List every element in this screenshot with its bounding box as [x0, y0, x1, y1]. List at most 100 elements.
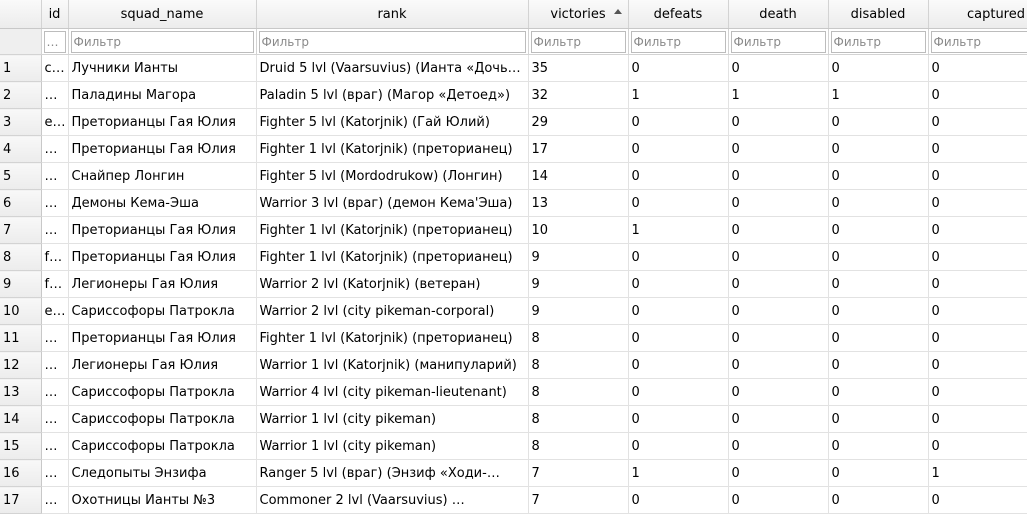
- cell-victories[interactable]: 35: [528, 54, 629, 82]
- cell-disabled[interactable]: 1: [828, 81, 929, 109]
- cell-id[interactable]: …: [41, 486, 69, 514]
- cell-death[interactable]: 1: [728, 81, 829, 109]
- cell-id[interactable]: …: [41, 351, 69, 379]
- cell-victories[interactable]: 8: [528, 351, 629, 379]
- filter-cell-captured[interactable]: Фильтр: [928, 28, 1027, 55]
- table-row[interactable]: 11… Преторианцы Гая Юлия Fighter 1 lvl (Ka…: [0, 324, 1027, 352]
- cell-victories[interactable]: 8: [528, 405, 629, 433]
- cell-defeats[interactable]: 1: [628, 459, 729, 487]
- cell-captured[interactable]: 0: [928, 216, 1027, 244]
- cell-rank[interactable]: Warrior 2 lvl (Katorjnik) (ветеран): [256, 270, 529, 298]
- cell-squad-name[interactable]: Преторианцы Гая Юлия: [68, 324, 257, 352]
- cell-disabled[interactable]: 0: [828, 243, 929, 271]
- cell-victories[interactable]: 8: [528, 432, 629, 460]
- row-number[interactable]: 6: [0, 189, 42, 217]
- cell-death[interactable]: 0: [728, 189, 829, 217]
- cell-defeats[interactable]: 0: [628, 297, 729, 325]
- cell-victories[interactable]: 17: [528, 135, 629, 163]
- cell-squad-name[interactable]: Сариссофоры Патрокла: [68, 297, 257, 325]
- cell-id[interactable]: e…: [41, 108, 69, 136]
- cell-id[interactable]: e…: [41, 297, 69, 325]
- table-row[interactable]: 1 c… Лучники Ианты Druid 5 lvl (Vaarsuvius)…: [0, 54, 1027, 82]
- cell-captured[interactable]: 0: [928, 243, 1027, 271]
- row-number[interactable]: 7: [0, 216, 42, 244]
- cell-squad-name[interactable]: Преторианцы Гая Юлия: [68, 216, 257, 244]
- row-number[interactable]: 8: [0, 243, 42, 271]
- table-row[interactable]: 10 e… Сариссофоры Патрокла Warrior 2 lvl (c…: [0, 297, 1027, 325]
- cell-id[interactable]: …: [41, 459, 69, 487]
- cell-disabled[interactable]: 0: [828, 162, 929, 190]
- cell-id[interactable]: …: [41, 432, 69, 460]
- cell-rank[interactable]: Warrior 3 lvl (враг) (демон Кема'Эша): [256, 189, 529, 217]
- cell-defeats[interactable]: 0: [628, 162, 729, 190]
- cell-disabled[interactable]: 0: [828, 135, 929, 163]
- cell-defeats[interactable]: 0: [628, 108, 729, 136]
- cell-rank[interactable]: Warrior 4 lvl (city pikeman-lieutenant): [256, 378, 529, 406]
- cell-squad-name[interactable]: Паладины Магора: [68, 81, 257, 109]
- row-number[interactable]: 3: [0, 108, 42, 136]
- cell-squad-name[interactable]: Легионеры Гая Юлия: [68, 351, 257, 379]
- cell-squad-name[interactable]: Следопыты Энзифа: [68, 459, 257, 487]
- cell-id[interactable]: f…: [41, 270, 69, 298]
- cell-victories[interactable]: 13: [528, 189, 629, 217]
- cell-defeats[interactable]: 1: [628, 216, 729, 244]
- cell-death[interactable]: 0: [728, 270, 829, 298]
- filter-cell-disabled[interactable]: Фильтр: [828, 28, 929, 55]
- table-row[interactable]: 16… Следопыты Энзифа Ranger 5 lvl (враг) (…: [0, 459, 1027, 487]
- cell-disabled[interactable]: 0: [828, 378, 929, 406]
- filter-input-captured[interactable]: Фильтр: [930, 30, 1027, 53]
- cell-disabled[interactable]: 0: [828, 297, 929, 325]
- cell-disabled[interactable]: 0: [828, 351, 929, 379]
- cell-victories[interactable]: 9: [528, 297, 629, 325]
- cell-death[interactable]: 0: [728, 351, 829, 379]
- filter-input-squad-name[interactable]: Фильтр: [70, 30, 254, 53]
- cell-captured[interactable]: 0: [928, 351, 1027, 379]
- cell-defeats[interactable]: 1: [628, 81, 729, 109]
- cell-captured[interactable]: 0: [928, 270, 1027, 298]
- table-row[interactable]: 6… Демоны Кема-Эша Warrior 3 lvl (враг) (д…: [0, 189, 1027, 217]
- cell-victories[interactable]: 14: [528, 162, 629, 190]
- cell-rank[interactable]: Fighter 5 lvl (Mordodrukow) (Лонгин): [256, 162, 529, 190]
- cell-defeats[interactable]: 0: [628, 378, 729, 406]
- row-number[interactable]: 16: [0, 459, 42, 487]
- cell-captured[interactable]: 0: [928, 378, 1027, 406]
- cell-id[interactable]: …: [41, 405, 69, 433]
- table-row[interactable]: 12… Легионеры Гая Юлия Warrior 1 lvl (Kato…: [0, 351, 1027, 379]
- cell-captured[interactable]: 0: [928, 297, 1027, 325]
- column-header-squad-name[interactable]: squad_name: [68, 0, 257, 29]
- cell-captured[interactable]: 0: [928, 432, 1027, 460]
- cell-squad-name[interactable]: Сариссофоры Патрокла: [68, 378, 257, 406]
- cell-id[interactable]: …: [41, 162, 69, 190]
- cell-death[interactable]: 0: [728, 243, 829, 271]
- row-number[interactable]: 15: [0, 432, 42, 460]
- column-header-rank[interactable]: rank: [256, 0, 529, 29]
- filter-cell-id[interactable]: …: [41, 28, 69, 55]
- cell-squad-name[interactable]: Лучники Ианты: [68, 54, 257, 82]
- cell-rank[interactable]: Fighter 1 lvl (Katorjnik) (преторианец): [256, 243, 529, 271]
- cell-disabled[interactable]: 0: [828, 108, 929, 136]
- cell-disabled[interactable]: 0: [828, 324, 929, 352]
- cell-squad-name[interactable]: Снайпер Лонгин: [68, 162, 257, 190]
- table-row[interactable]: 15… Сариссофоры Патрокла Warrior 1 lvl (ci…: [0, 432, 1027, 460]
- cell-squad-name[interactable]: Сариссофоры Патрокла: [68, 432, 257, 460]
- cell-defeats[interactable]: 0: [628, 486, 729, 514]
- cell-victories[interactable]: 9: [528, 243, 629, 271]
- cell-id[interactable]: …: [41, 378, 69, 406]
- cell-captured[interactable]: 0: [928, 108, 1027, 136]
- cell-rank[interactable]: Warrior 1 lvl (Katorjnik) (манипуларий): [256, 351, 529, 379]
- cell-id[interactable]: …: [41, 135, 69, 163]
- filter-cell-defeats[interactable]: Фильтр: [628, 28, 729, 55]
- column-header-death[interactable]: death: [728, 0, 829, 29]
- table-row[interactable]: 3 e… Преторианцы Гая Юлия Fighter 5 lvl (Ka…: [0, 108, 1027, 136]
- cell-disabled[interactable]: 0: [828, 432, 929, 460]
- cell-id[interactable]: …: [41, 216, 69, 244]
- cell-death[interactable]: 0: [728, 459, 829, 487]
- table-row[interactable]: 8 f… Преторианцы Гая Юлия Fighter 1 lvl (Ka…: [0, 243, 1027, 271]
- cell-rank[interactable]: Paladin 5 lvl (враг) (Магор «Детоед»): [256, 81, 529, 109]
- table-row[interactable]: 4… Преторианцы Гая Юлия Fighter 1 lvl (Kat…: [0, 135, 1027, 163]
- cell-squad-name[interactable]: Сариссофоры Патрокла: [68, 405, 257, 433]
- filter-input-disabled[interactable]: Фильтр: [830, 30, 926, 53]
- cell-victories[interactable]: 8: [528, 378, 629, 406]
- cell-defeats[interactable]: 0: [628, 270, 729, 298]
